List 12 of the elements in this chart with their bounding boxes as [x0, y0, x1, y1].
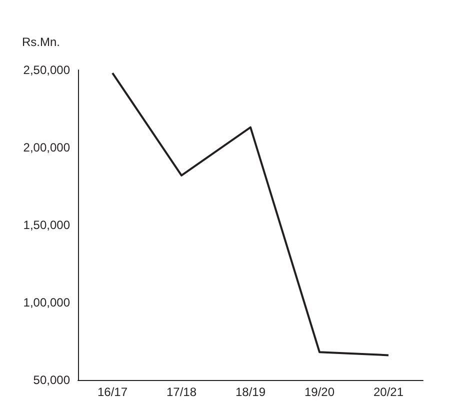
x-tick-label: 19/20	[304, 385, 335, 399]
y-tick-label: 1,50,000	[23, 218, 70, 232]
y-axis-title: Rs.Mn.	[22, 35, 60, 49]
y-tick-label: 2,00,000	[23, 140, 70, 154]
x-tick-label: 18/19	[235, 385, 266, 399]
y-tick-label: 50,000	[33, 373, 70, 387]
line-series	[112, 72, 390, 356]
y-tick-label: 2,50,000	[23, 63, 70, 77]
x-tick-label: 16/17	[97, 385, 128, 399]
x-tick-label: 17/18	[166, 385, 197, 399]
x-tick-label: 20/21	[373, 385, 404, 399]
y-tick-label: 1,00,000	[23, 296, 70, 310]
